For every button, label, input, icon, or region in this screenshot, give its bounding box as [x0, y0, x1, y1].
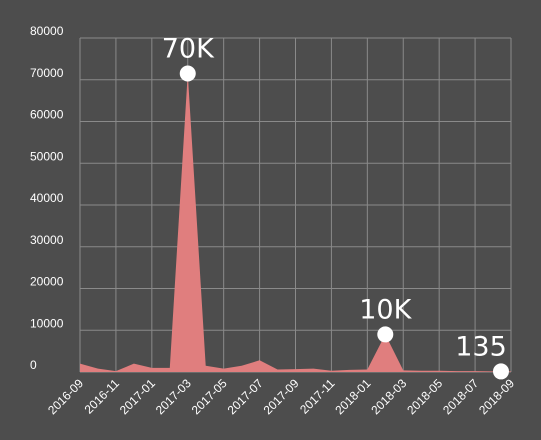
annotations: 70K 10K 135	[162, 33, 509, 380]
series-area-layer	[80, 73, 511, 373]
x-tick-label: 2017-01	[117, 376, 158, 417]
y-tick-label: 50000	[30, 149, 64, 163]
x-tick-label: 2017-09	[261, 376, 302, 417]
annotation-label: 70K	[162, 33, 215, 64]
chart-grid	[79, 37, 512, 373]
x-tick-label: 2018-09	[476, 376, 517, 417]
annotation-marker	[179, 65, 196, 82]
x-tick-label: 2018-07	[440, 376, 481, 417]
y-tick-label: 40000	[30, 191, 64, 205]
annotation-marker	[377, 326, 394, 343]
x-tick-label: 2018-01	[332, 376, 373, 417]
y-axis-ticks: 80000 70000 60000 50000 40000 30000 20000 10000…	[30, 24, 64, 372]
x-tick-label: 2017-11	[297, 376, 338, 417]
series-area	[80, 73, 511, 373]
y-tick-label: 10000	[30, 316, 64, 330]
annotation-label: 135	[455, 331, 507, 362]
x-tick-label: 2018-05	[404, 376, 445, 417]
x-tick-label: 2016-11	[82, 376, 123, 417]
x-tick-label: 2016-09	[45, 376, 86, 417]
y-tick-label: 30000	[30, 233, 64, 247]
annotation-label: 10K	[359, 294, 412, 325]
y-tick-label: 70000	[30, 66, 64, 80]
y-tick-label: 0	[30, 358, 37, 372]
y-tick-label: 60000	[30, 108, 64, 122]
x-tick-label: 2018-03	[368, 376, 409, 417]
y-tick-label: 80000	[30, 24, 64, 38]
annotation-marker	[493, 363, 509, 380]
x-tick-label: 2017-07	[225, 376, 266, 417]
x-axis-ticks: 2016-092016-112017-012017-032017-052017-…	[45, 376, 517, 417]
x-tick-label: 2017-03	[153, 376, 194, 417]
x-tick-label: 2017-05	[189, 376, 230, 417]
y-tick-label: 20000	[30, 275, 64, 289]
